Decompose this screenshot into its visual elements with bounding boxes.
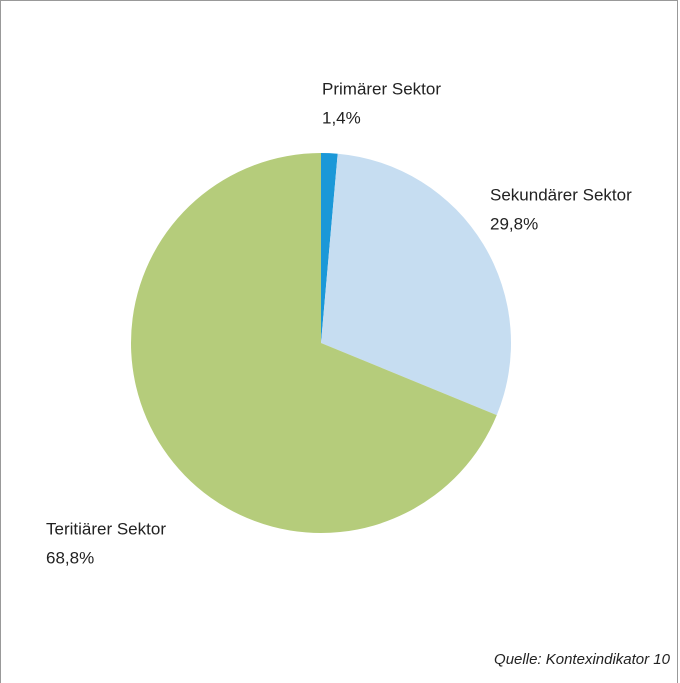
source-note: Quelle: Kontexindikator 10 (494, 651, 671, 668)
slice-value-label: 1,4% (322, 108, 361, 127)
pie-slice (131, 153, 497, 533)
pie-slice (321, 153, 338, 343)
pie-slice (321, 153, 511, 416)
slice-label: Primärer Sektor (322, 79, 441, 98)
slice-value-label: 68,8% (46, 548, 94, 567)
slice-value-label: 29,8% (490, 214, 538, 233)
slice-label: Teritiärer Sektor (46, 519, 166, 538)
slice-label: Sekundärer Sektor (490, 185, 632, 204)
